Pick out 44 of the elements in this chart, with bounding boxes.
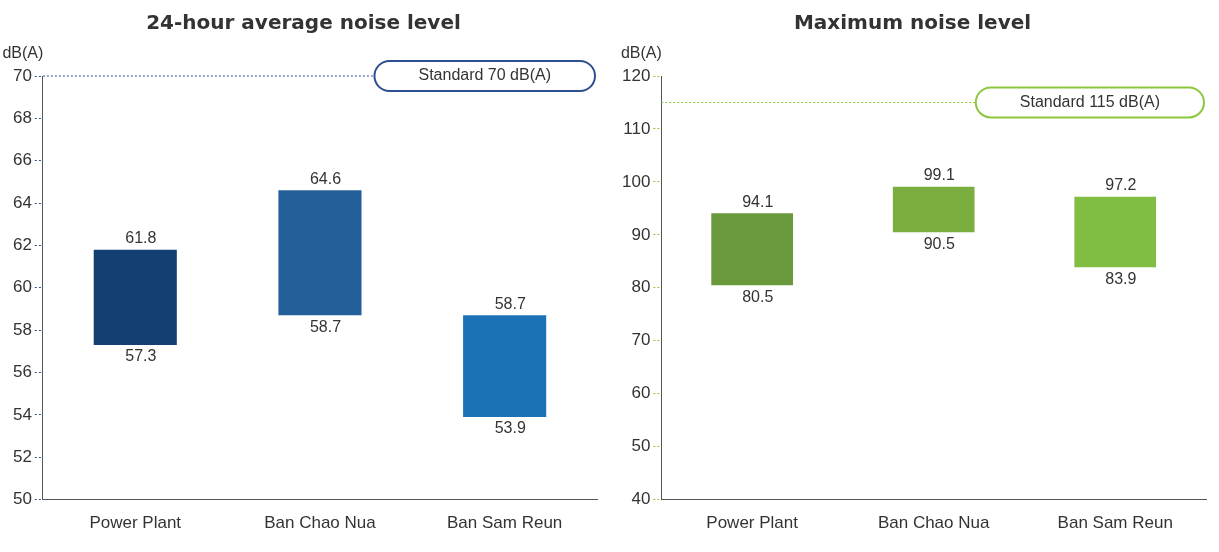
- annotation: 83.9: [1105, 269, 1137, 287]
- y-tick-label: 50: [12, 489, 32, 509]
- annotation: 90.5: [923, 234, 955, 252]
- chart-title: Maximum noise level: [793, 10, 1032, 35]
- y-tick-label: 60: [631, 383, 651, 403]
- ref-line-label: Standard 70 dB(A): [418, 66, 551, 84]
- y-tick-label: 110: [623, 118, 651, 138]
- y-tick-label: 90: [631, 224, 651, 244]
- y-axis-title: dB(A): [2, 44, 44, 62]
- y-tick-label: 62: [12, 235, 32, 255]
- annotation: 53.9: [494, 419, 526, 437]
- x-tick-label: Power Plant: [89, 513, 182, 533]
- y-tick-label: 70: [12, 65, 32, 85]
- chart-title: 24-hour average noise level: [146, 10, 461, 35]
- annotation: 64.6: [309, 169, 342, 187]
- y-tick-label: 66: [12, 150, 32, 170]
- y-tick-label: 58: [12, 319, 32, 339]
- y-tick-label: 64: [12, 192, 32, 212]
- y-tick-label: 60: [12, 277, 32, 297]
- y-tick-label: 56: [12, 362, 32, 382]
- y-tick-label: 52: [12, 446, 32, 466]
- x-tick-label: Ban Chao Nua: [877, 513, 990, 533]
- annotation: 61.8: [125, 229, 157, 247]
- y-tick-label: 50: [631, 436, 651, 456]
- y-tick-label: 80: [631, 277, 651, 297]
- x-tick-label: Ban Sam Reun: [1057, 513, 1173, 533]
- annotation: 58.7: [309, 317, 342, 335]
- annotation: 99.1: [923, 166, 955, 184]
- y-axis-title: dB(A): [620, 44, 662, 62]
- annotation: 57.3: [125, 347, 157, 365]
- y-tick-label: 68: [12, 108, 32, 128]
- x-tick-label: Ban Chao Nua: [264, 513, 377, 533]
- y-tick-label: 40: [631, 489, 651, 509]
- annotation: 80.5: [742, 287, 774, 305]
- ref-line-label: Standard 115 dB(A): [1019, 92, 1160, 110]
- y-tick-label: 120: [621, 65, 651, 85]
- annotation: 94.1: [742, 192, 774, 210]
- x-tick-label: Power Plant: [706, 513, 799, 533]
- y-tick-label: 100: [621, 171, 651, 191]
- annotation: 97.2: [1105, 176, 1137, 194]
- y-tick-label: 54: [12, 404, 32, 424]
- y-tick-label: 70: [631, 330, 651, 350]
- x-tick-label: Ban Sam Reun: [447, 513, 563, 533]
- annotation: 58.7: [494, 294, 526, 312]
